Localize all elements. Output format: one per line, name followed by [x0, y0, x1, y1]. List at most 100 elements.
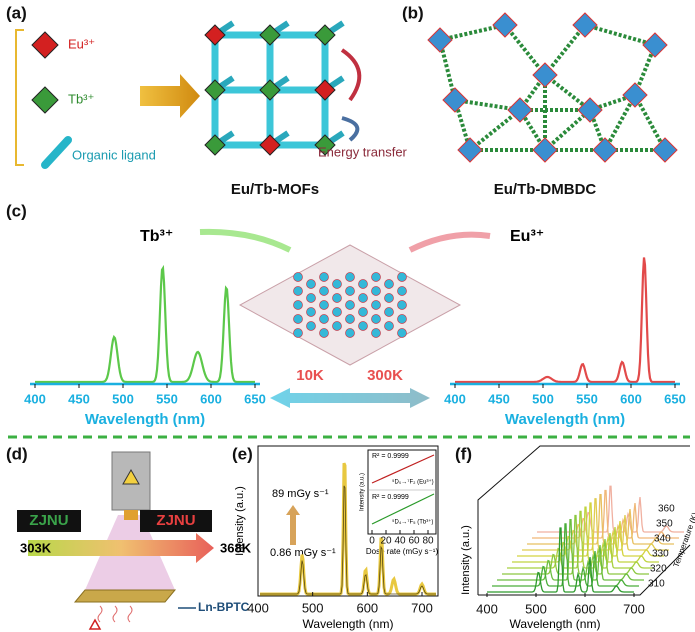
bracket: [15, 29, 24, 166]
node: [306, 293, 316, 303]
heat-icon: [88, 618, 102, 630]
sign: [17, 510, 81, 532]
linker: [439, 23, 506, 42]
panel-label: (c): [6, 201, 27, 220]
transfer-arrow: [341, 116, 360, 142]
transfer-arrow: [340, 48, 362, 102]
tick-label: 400: [247, 600, 269, 615]
panel-c: (c) Tb³⁺ Eu³⁺ 10K 300K Wavelength (nm) W…: [6, 201, 686, 427]
node: [622, 82, 648, 108]
arrow: [140, 74, 200, 118]
sign: [140, 510, 212, 532]
y-axis-title: Intensity (a.u.): [234, 486, 246, 556]
linker: [603, 94, 637, 151]
node: [345, 300, 355, 310]
node: [259, 79, 281, 101]
node: [577, 97, 603, 123]
node: [204, 24, 226, 46]
fit-line: [371, 454, 435, 484]
node: [371, 314, 381, 324]
node: [397, 300, 407, 310]
temp-label: 300K: [367, 367, 403, 384]
spectrum: [532, 489, 679, 539]
tick-label: 600: [200, 391, 222, 406]
x-axis-title: Wavelength (nm): [85, 411, 205, 428]
node: [293, 328, 303, 338]
spectrum: [522, 498, 669, 551]
node: [358, 279, 368, 289]
node: [345, 328, 355, 338]
spectrum: [487, 527, 634, 593]
tb-icon: [31, 86, 59, 114]
tb-label: Tb³⁺: [140, 228, 173, 245]
node: [371, 272, 381, 282]
tick-label: 360: [658, 504, 675, 515]
panel-label: (a): [6, 3, 27, 22]
node: [293, 300, 303, 310]
spectrum: [527, 494, 674, 545]
node: [293, 272, 303, 282]
tick-label: 60: [408, 536, 420, 547]
panel-f: (f) Intensity (a.u.) Wavelength (nm) Tem…: [455, 444, 695, 631]
t-axis-title: Temperature (K): [672, 511, 695, 569]
ligand-label: Organic ligand: [72, 147, 156, 162]
node: [345, 272, 355, 282]
node: [358, 307, 368, 317]
temp-high: 368K: [220, 540, 252, 555]
r2-label: R² = 0.9999: [372, 453, 409, 460]
tick-label: 450: [488, 391, 510, 406]
crystal-network: [427, 12, 678, 163]
eu-label: Eu³⁺: [510, 228, 544, 245]
linker: [453, 99, 472, 151]
node: [384, 321, 394, 331]
temp-low: 303K: [20, 540, 52, 555]
sign-text: ZJNU: [156, 512, 195, 529]
sample-plate: [73, 589, 177, 603]
arrow: [408, 231, 491, 253]
tick-label: 0: [369, 536, 375, 547]
tick-label: 700: [411, 600, 433, 615]
spectrum: [35, 264, 255, 384]
node: [345, 286, 355, 296]
node: [384, 293, 394, 303]
spectrum: [260, 485, 436, 595]
linker: [633, 94, 667, 151]
node: [332, 279, 342, 289]
sample-label: Ln-BPTC: [198, 600, 250, 614]
tick-label: 400: [444, 391, 466, 406]
node: [319, 286, 329, 296]
tick-label: 650: [244, 391, 266, 406]
x-axis-title: Wavelength (nm): [510, 617, 601, 631]
spectrum: [497, 519, 644, 581]
linker: [543, 73, 592, 112]
linker: [543, 23, 587, 77]
tick-label: 650: [664, 391, 686, 406]
tick-label: 550: [576, 391, 598, 406]
spectrum: [492, 523, 639, 587]
temp-label: 10K: [296, 367, 324, 384]
node: [345, 314, 355, 324]
tick-label: 600: [356, 600, 378, 615]
panel-label: (b): [402, 3, 424, 22]
node: [332, 321, 342, 331]
tick-label: 40: [394, 536, 406, 547]
node: [314, 134, 336, 156]
node: [397, 328, 407, 338]
spectrum: [455, 257, 675, 384]
dose-arrow: [286, 505, 300, 545]
node: [306, 307, 316, 317]
tick-label: 600: [574, 601, 596, 616]
mof-framework: [204, 20, 345, 156]
hazard-icon: [122, 468, 140, 485]
node: [293, 286, 303, 296]
tb-label: Tb³⁺: [68, 91, 94, 106]
tick-label: 500: [302, 600, 324, 615]
node: [358, 293, 368, 303]
node: [293, 314, 303, 324]
spectrum: [502, 514, 649, 575]
node: [204, 79, 226, 101]
x-axis-title: Wavelength (nm): [505, 411, 625, 428]
node: [492, 12, 518, 38]
node: [319, 314, 329, 324]
tick-label: 320: [650, 564, 667, 575]
